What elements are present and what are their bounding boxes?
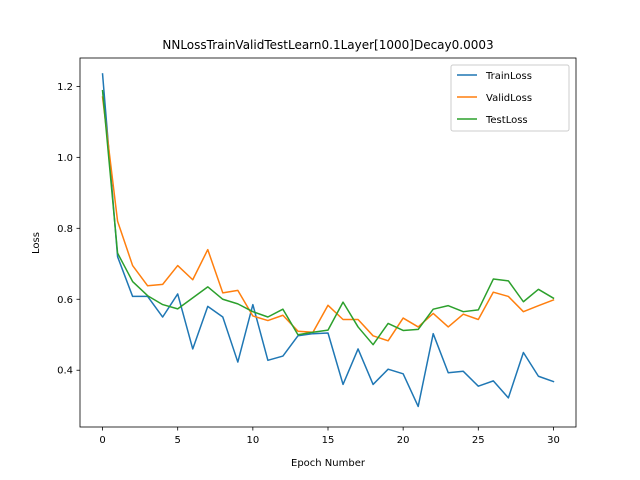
x-tick-label: 10 (246, 435, 259, 446)
series-line-testloss (101, 89, 555, 346)
legend: TrainLoss ValidLoss TestLoss (450, 64, 570, 132)
y-axis: 0.4 0.6 0.8 1.0 1.2 (57, 82, 80, 377)
y-tick-label: 0.8 (57, 224, 73, 235)
chart-title: NNLossTrainValidTestLearn0.1Layer[1000]D… (162, 38, 493, 52)
x-tick-label: 0 (99, 435, 105, 446)
series-line-trainloss (101, 73, 555, 408)
x-tick-label: 15 (322, 435, 335, 446)
x-axis-label: Epoch Number (291, 458, 366, 469)
y-tick-label: 0.6 (57, 295, 73, 306)
x-tick-label: 5 (175, 435, 181, 446)
y-axis-label: Loss (31, 232, 42, 254)
plot-area (101, 73, 555, 408)
x-tick-label: 25 (472, 435, 485, 446)
legend-label: TrainLoss (485, 71, 532, 82)
x-tick-label: 30 (547, 435, 560, 446)
legend-box (450, 64, 570, 132)
y-tick-label: 1.2 (57, 82, 73, 93)
x-axis: 0 5 10 15 20 25 30 (99, 427, 560, 446)
y-tick-label: 1.0 (57, 153, 73, 164)
series-line-validloss (101, 96, 555, 342)
legend-label: ValidLoss (486, 93, 532, 104)
x-tick-label: 20 (397, 435, 410, 446)
y-tick-label: 0.4 (57, 366, 73, 377)
legend-label: TestLoss (485, 115, 528, 126)
